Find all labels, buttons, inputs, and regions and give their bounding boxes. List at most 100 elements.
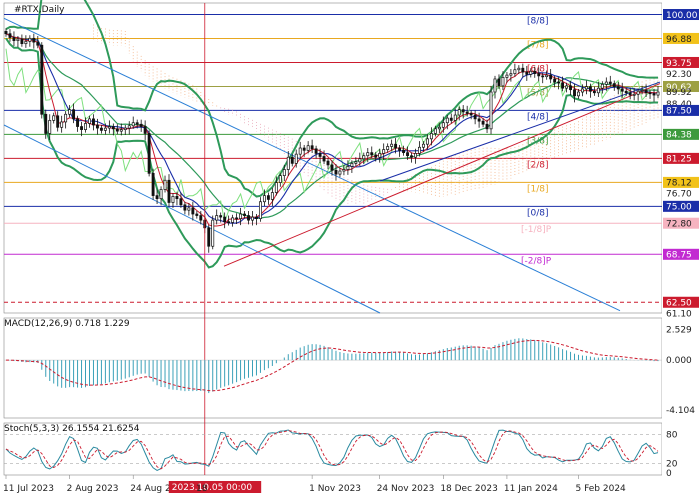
trendline-channel-upper — [3, 17, 621, 312]
price-tag — [663, 176, 699, 188]
candle-body — [616, 86, 620, 90]
price-tick-label: 90.62 — [666, 83, 692, 93]
candle-body — [183, 204, 187, 211]
candle-body — [481, 120, 485, 125]
candle-body — [537, 73, 541, 77]
candle-body — [640, 90, 644, 92]
candle-body — [588, 86, 592, 92]
price-tick-label: 96.88 — [666, 35, 692, 45]
price-tick-label: 89.92 — [666, 88, 692, 98]
trendline-support-blue — [379, 81, 661, 182]
candle-body — [553, 78, 557, 83]
candle-body — [545, 74, 549, 78]
candle-body — [457, 109, 461, 116]
candle-body — [608, 81, 612, 84]
candle-body — [386, 146, 390, 150]
price-tag — [663, 200, 699, 212]
candle-body — [350, 163, 354, 167]
trendline-support-red — [223, 83, 661, 267]
candle-body — [191, 207, 195, 215]
candle-body — [656, 91, 660, 96]
bollinger-lower — [5, 37, 658, 269]
candle-body — [88, 118, 91, 124]
candle-body — [32, 37, 36, 43]
candle-body — [48, 120, 52, 134]
candle-body — [310, 145, 314, 150]
candle-body — [290, 156, 294, 164]
candle-body — [596, 87, 600, 94]
candle-body — [433, 128, 437, 134]
candle-body — [314, 148, 318, 154]
candle-body — [255, 216, 258, 219]
candle-body — [167, 179, 171, 203]
candle-body — [270, 192, 274, 200]
x-tick-label: 1 Nov 2023 — [309, 484, 361, 494]
x-tick-label: 11 Jan 2024 — [504, 484, 558, 494]
candle-body — [561, 82, 565, 89]
candle-body — [620, 88, 624, 92]
candle-body — [8, 33, 12, 38]
price-tick-label: 78.12 — [666, 179, 692, 189]
candle-body — [525, 71, 529, 75]
candle-body — [612, 83, 616, 87]
candle-body — [258, 201, 262, 219]
candle-body — [318, 153, 322, 157]
price-tag — [663, 56, 699, 68]
price-tick-label: 81.25 — [666, 155, 692, 165]
candle-body — [24, 41, 28, 45]
candle-body — [175, 196, 179, 200]
candle-body — [92, 118, 95, 126]
candle-body — [12, 37, 16, 41]
candle-body — [362, 155, 366, 160]
candle-body — [40, 44, 44, 115]
candle-body — [302, 147, 306, 151]
murrey-level-label: [5/8] — [527, 88, 549, 98]
candle-body — [139, 123, 143, 127]
candle-body — [390, 143, 394, 147]
candle-body — [199, 215, 203, 221]
candle-body — [648, 92, 652, 95]
candle-body — [425, 138, 429, 145]
price-tag — [663, 296, 699, 308]
candle-body — [592, 90, 596, 94]
candle-body — [636, 90, 640, 95]
murrey-level-label: [6/8] — [527, 64, 549, 74]
candle-body — [223, 216, 227, 223]
candle-body — [374, 154, 378, 158]
candle-body — [231, 217, 235, 223]
candle-body — [652, 93, 656, 96]
price-tag — [663, 217, 699, 229]
stoch-label: Stoch(5,3,3) 26.1554 21.6254 — [4, 424, 140, 434]
candle-body — [298, 147, 302, 155]
candle-body — [449, 117, 453, 121]
candle-body — [569, 85, 572, 91]
candle-body — [326, 160, 330, 166]
candle-body — [44, 113, 48, 134]
candle-body — [402, 149, 406, 153]
murrey-level-label: [8/8] — [527, 17, 549, 27]
candle-body — [624, 90, 628, 94]
candle-body — [80, 126, 83, 130]
price-tick-label: 84.38 — [666, 131, 692, 141]
candle-body — [465, 111, 469, 114]
candle-body — [135, 122, 139, 125]
candle-body — [501, 77, 505, 87]
candle-body — [441, 122, 445, 128]
candle-body — [111, 126, 115, 130]
stoch-tick-label: 80 — [666, 431, 678, 441]
candle-body — [155, 195, 159, 200]
candle-body — [445, 117, 449, 124]
candle-body — [453, 114, 457, 121]
candle-body — [505, 74, 509, 78]
candle-body — [632, 93, 636, 96]
crosshair-date-tag — [168, 481, 262, 493]
candle-body — [195, 213, 199, 216]
candle-body — [52, 115, 56, 121]
candle-body — [557, 81, 561, 84]
candle-body — [489, 91, 493, 130]
candle-body — [581, 88, 584, 93]
candle-body — [358, 158, 362, 163]
candle-body — [604, 81, 608, 85]
